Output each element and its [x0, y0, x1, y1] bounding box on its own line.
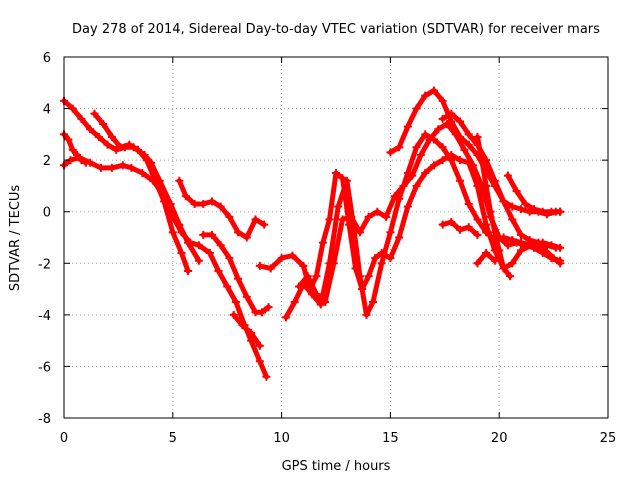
series-sat-e	[179, 181, 264, 238]
y-tick-label: 0	[43, 206, 51, 221]
x-tick-label: 25	[600, 431, 617, 446]
chart-title: Day 278 of 2014, Sidereal Day-to-day VTE…	[72, 22, 600, 37]
x-tick-label: 5	[169, 431, 177, 446]
y-tick-label: 4	[43, 103, 51, 118]
y-tick-label: -6	[38, 360, 51, 375]
y-tick-label: 2	[43, 154, 51, 169]
data-point	[556, 208, 564, 216]
y-tick-label: -2	[38, 257, 51, 272]
series-group	[60, 87, 564, 381]
x-tick-label: 0	[60, 431, 68, 446]
x-tick-label: 15	[382, 431, 399, 446]
y-axis-label: SDTVAR / TECUs	[8, 185, 23, 292]
x-tick-label: 10	[273, 431, 290, 446]
x-axis-label: GPS time / hours	[282, 459, 391, 474]
y-tick-label: -4	[38, 309, 51, 324]
data-point	[199, 231, 207, 239]
y-tick-label: -8	[38, 412, 51, 427]
y-tick-label: 6	[43, 51, 51, 66]
x-tick-label: 20	[491, 431, 508, 446]
series-sat-g	[234, 315, 260, 346]
sdtvar-chart: 0 5 10 15 20 25 -8 -6 -4 -2 0 2 4 6 Day 278 of 2014, …	[0, 0, 640, 480]
